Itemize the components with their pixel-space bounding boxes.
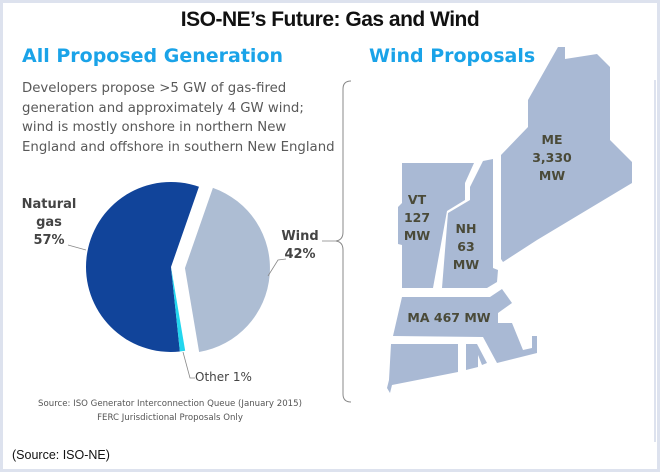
map-label-line: MW [452, 257, 480, 272]
right-heading: Wind Proposals [369, 45, 536, 67]
other-leader-line [182, 351, 195, 379]
other-label: Other 1% [195, 370, 252, 384]
gas-label-line: gas [36, 215, 62, 230]
slide-title: ISO-NE’s Future: Gas and Wind [180, 8, 480, 31]
map-label-line: 63 [457, 239, 475, 254]
footer-source: (Source: ISO-NE) [12, 448, 110, 462]
map-label-line: MW [403, 228, 431, 243]
gas-leader-line [67, 244, 87, 251]
map-label-me: ME 3,330 MW [527, 131, 577, 185]
map-label-nh: NH 63 MW [449, 220, 483, 274]
source-line: FERC Jurisdictional Proposals Only [97, 413, 243, 423]
map-label-line: NH [455, 221, 477, 236]
description: Developers propose >5 GW of gas-fired ge… [22, 79, 335, 157]
description-line: generation and approximately 4 GW wind; [22, 100, 304, 116]
description-line: Developers propose >5 GW of gas-fired [22, 81, 287, 96]
description-line: wind is mostly onshore in northern New [22, 120, 287, 135]
map-state-vt [398, 163, 474, 288]
map-label-line: MW [538, 168, 566, 183]
map-label-line: ME [541, 132, 563, 147]
left-heading: All Proposed Generation [22, 45, 284, 67]
pie-slice-gas [85, 181, 199, 352]
wind-label-line: Wind [281, 229, 319, 244]
brace-connector [335, 80, 352, 403]
map-label-line: 3,330 [532, 150, 572, 165]
map-state-nh [442, 159, 498, 288]
map-label-line: 127 [403, 210, 431, 225]
map-state-ri [466, 344, 487, 370]
right-border-line [654, 80, 656, 442]
wind-leader-line [267, 258, 287, 277]
description-line: England and offshore in southern New Eng… [22, 139, 335, 155]
gas-label: Natural gas 57% [20, 196, 78, 250]
map-state-ma [393, 289, 537, 363]
gas-label-value: 57% [33, 233, 65, 248]
pie-slice-wind [184, 187, 270, 352]
map-state-ct [387, 344, 458, 393]
wind-label-value: 42% [284, 247, 316, 262]
pie-slice-other [171, 267, 186, 352]
gas-label-line: Natural [21, 197, 77, 212]
wind-label: Wind 42% [278, 228, 322, 264]
map-label-ma: MA 467 MW [407, 310, 491, 325]
map-state-me [501, 47, 632, 262]
source-line: Source: ISO Generator Interconnection Qu… [38, 399, 302, 409]
map-label-line: VT [407, 192, 427, 207]
map-label-vt: VT 127 MW [400, 191, 434, 245]
